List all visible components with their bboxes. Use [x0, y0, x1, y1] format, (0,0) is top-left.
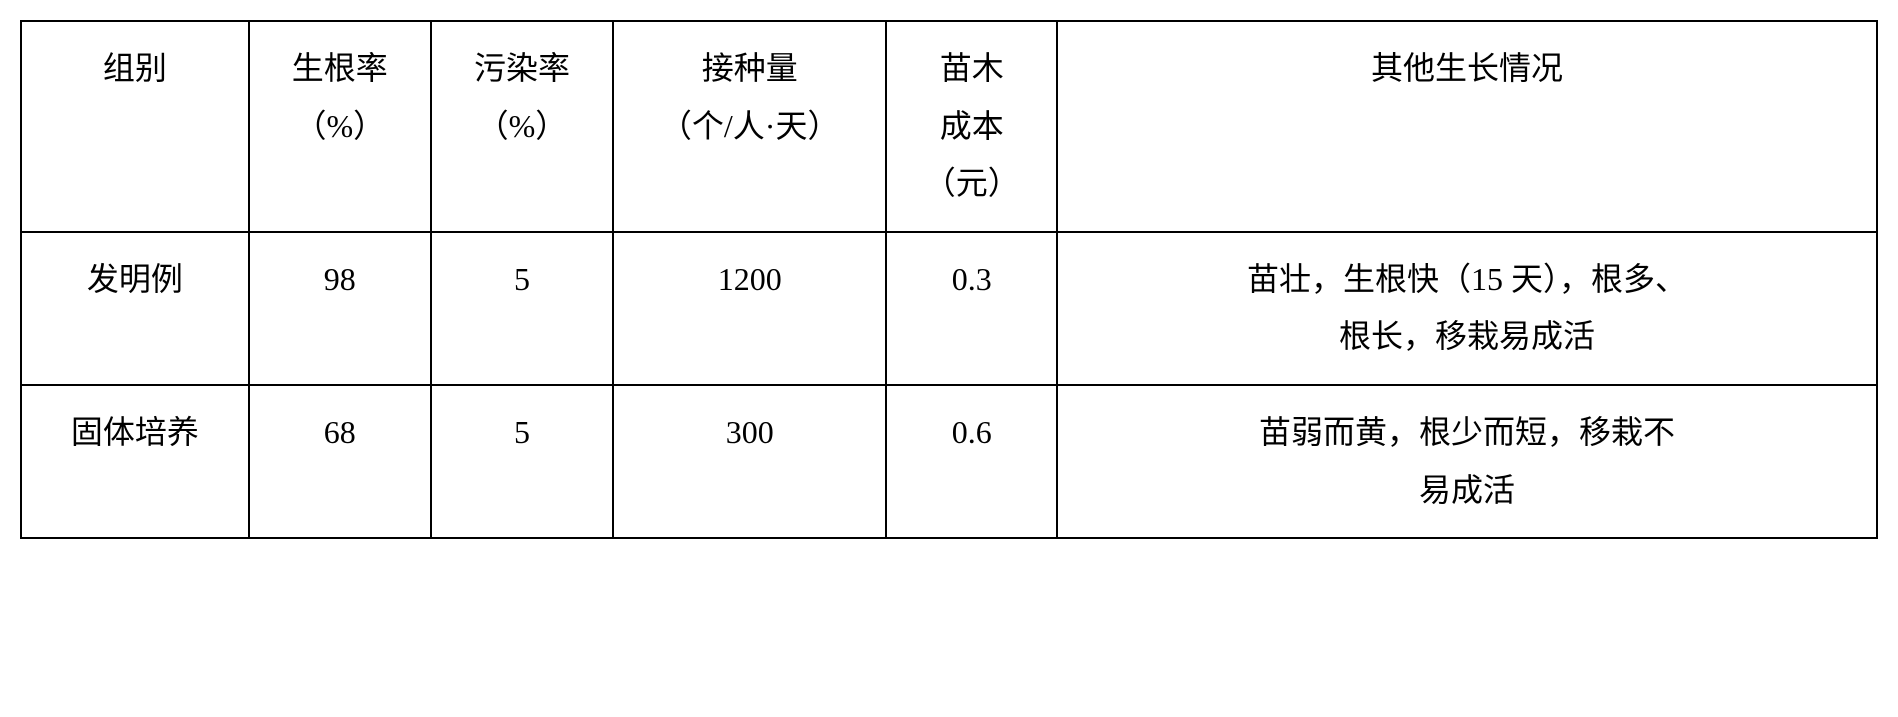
header-contamination-label: 污染率 — [474, 50, 570, 86]
cell-root-rate-value: 98 — [324, 261, 356, 297]
data-table: 组别 生根率 （%） 污染率 （%） 接种量 （个/人·天） 苗木 成本 （元）… — [20, 20, 1878, 539]
cell-inoculation: 300 — [613, 385, 886, 538]
cell-other-line1: 苗弱而黄，根少而短，移栽不 — [1259, 414, 1675, 450]
cell-inoculation: 1200 — [613, 232, 886, 385]
header-cost: 苗木 成本 （元） — [886, 21, 1057, 232]
header-cost-label2: 成本 — [940, 108, 1004, 144]
cell-group-value: 发明例 — [87, 261, 183, 297]
cell-root-rate: 98 — [249, 232, 431, 385]
cell-group-value: 固体培养 — [71, 414, 199, 450]
cell-other-line2: 易成活 — [1419, 472, 1515, 508]
cell-root-rate-value: 68 — [324, 414, 356, 450]
cell-other-line2: 根长，移栽易成活 — [1339, 318, 1595, 354]
cell-root-rate: 68 — [249, 385, 431, 538]
header-inoculation-label: 接种量 — [702, 50, 798, 86]
header-other: 其他生长情况 — [1057, 21, 1877, 232]
cell-other: 苗弱而黄，根少而短，移栽不 易成活 — [1057, 385, 1877, 538]
table-header-row: 组别 生根率 （%） 污染率 （%） 接种量 （个/人·天） 苗木 成本 （元）… — [21, 21, 1877, 232]
cell-group: 固体培养 — [21, 385, 249, 538]
header-other-label: 其他生长情况 — [1371, 50, 1563, 86]
cell-contamination: 5 — [431, 232, 613, 385]
cell-contamination: 5 — [431, 385, 613, 538]
header-group-label: 组别 — [103, 50, 167, 86]
header-root-rate: 生根率 （%） — [249, 21, 431, 232]
cell-cost-value: 0.3 — [952, 261, 992, 297]
header-inoculation: 接种量 （个/人·天） — [613, 21, 886, 232]
header-group: 组别 — [21, 21, 249, 232]
cell-contamination-value: 5 — [514, 414, 530, 450]
header-inoculation-unit: （个/人·天） — [660, 108, 840, 144]
header-root-rate-unit: （%） — [294, 108, 385, 144]
header-contamination: 污染率 （%） — [431, 21, 613, 232]
header-root-rate-label: 生根率 — [292, 50, 388, 86]
cell-inoculation-value: 1200 — [718, 261, 782, 297]
header-cost-label1: 苗木 — [940, 50, 1004, 86]
table-row: 固体培养 68 5 300 0.6 苗弱而黄，根少而短，移栽不 易成活 — [21, 385, 1877, 538]
header-contamination-unit: （%） — [477, 108, 568, 144]
cell-contamination-value: 5 — [514, 261, 530, 297]
table-row: 发明例 98 5 1200 0.3 苗壮，生根快（15 天），根多、 根长，移栽… — [21, 232, 1877, 385]
header-cost-unit: （元） — [924, 165, 1020, 201]
cell-cost: 0.3 — [886, 232, 1057, 385]
cell-other: 苗壮，生根快（15 天），根多、 根长，移栽易成活 — [1057, 232, 1877, 385]
cell-other-line1: 苗壮，生根快（15 天），根多、 — [1247, 261, 1687, 297]
cell-cost-value: 0.6 — [952, 414, 992, 450]
cell-group: 发明例 — [21, 232, 249, 385]
cell-inoculation-value: 300 — [726, 414, 774, 450]
cell-cost: 0.6 — [886, 385, 1057, 538]
